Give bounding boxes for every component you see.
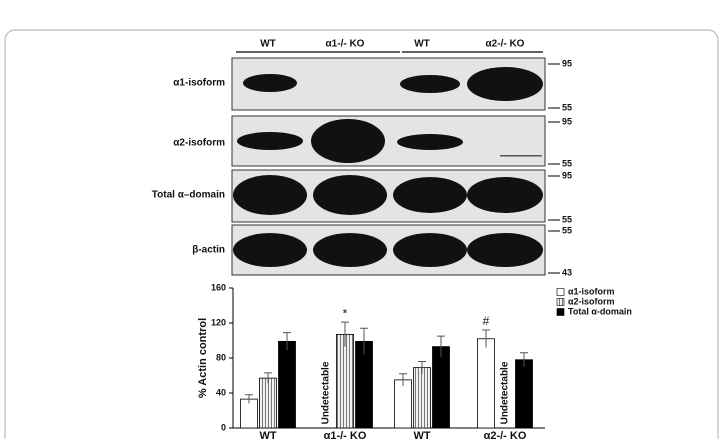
marker-label: 95 bbox=[562, 170, 572, 180]
lane-label: α1-/- KO bbox=[326, 39, 365, 50]
bar bbox=[477, 338, 495, 429]
missing-label: Undetectable bbox=[321, 361, 332, 424]
y-axis-label: % Actin control bbox=[197, 318, 209, 398]
legend-swatch bbox=[556, 288, 565, 296]
marker-label: 43 bbox=[562, 267, 572, 277]
x-tick-label: WT bbox=[259, 430, 276, 439]
y-tick-label: 40 bbox=[216, 387, 226, 397]
bar bbox=[432, 346, 450, 429]
error-bar bbox=[245, 394, 253, 404]
annotation: * bbox=[343, 306, 348, 320]
marker-label: 55 bbox=[562, 158, 572, 168]
y-tick-label: 160 bbox=[211, 282, 226, 292]
y-tick-label: 80 bbox=[216, 352, 226, 362]
error-bar bbox=[283, 332, 291, 351]
bar bbox=[515, 359, 533, 429]
bar bbox=[259, 377, 277, 429]
error-bar bbox=[482, 329, 490, 348]
legend-swatch bbox=[556, 308, 565, 316]
bar bbox=[336, 333, 354, 429]
legend-swatch bbox=[556, 298, 565, 306]
marker-label: 55 bbox=[562, 225, 572, 235]
lane-label: α2-/- KO bbox=[486, 39, 525, 50]
annotation: # bbox=[483, 314, 490, 328]
legend-label: α2-isoform bbox=[568, 296, 615, 306]
error-bar bbox=[520, 352, 528, 367]
marker-label: 95 bbox=[562, 116, 572, 126]
error-bar bbox=[360, 327, 368, 355]
row-label: β-actin bbox=[192, 245, 225, 256]
error-bar bbox=[437, 335, 445, 358]
error-bar bbox=[399, 373, 407, 386]
blot-bands bbox=[231, 51, 546, 276]
marker-label: 55 bbox=[562, 102, 572, 112]
row-label: Total α–domain bbox=[152, 190, 225, 201]
error-bar bbox=[264, 372, 272, 384]
row-label: α2-isoform bbox=[173, 138, 225, 149]
x-tick-label: WT bbox=[413, 430, 430, 439]
marker-label: 55 bbox=[562, 214, 572, 224]
bar bbox=[278, 340, 296, 429]
y-tick-label: 120 bbox=[211, 317, 226, 327]
x-tick-label: α2-/- KO bbox=[484, 430, 527, 439]
legend-label: α1-isoform bbox=[568, 286, 615, 296]
bar bbox=[394, 379, 412, 429]
lane-label: WT bbox=[414, 39, 430, 50]
missing-label: Undetectable bbox=[500, 361, 511, 424]
marker-label: 95 bbox=[562, 58, 572, 68]
error-bar bbox=[341, 321, 349, 347]
error-bar bbox=[418, 361, 426, 374]
y-tick-label: 0 bbox=[221, 422, 226, 432]
legend-label: Total α-domain bbox=[568, 306, 632, 316]
frame bbox=[4, 29, 719, 444]
lane-label: WT bbox=[260, 39, 276, 50]
x-tick-label: α1-/- KO bbox=[324, 430, 367, 439]
row-label: α1-isoform bbox=[173, 78, 225, 89]
bar bbox=[413, 367, 431, 429]
